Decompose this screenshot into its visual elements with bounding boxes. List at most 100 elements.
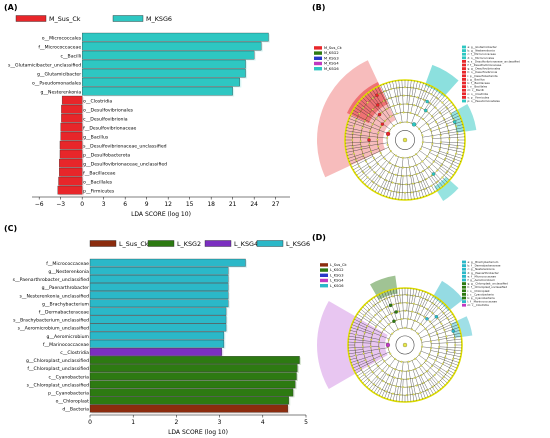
node-0-24 (354, 333, 357, 336)
branch-82 (381, 292, 399, 330)
node-1-6 (422, 382, 425, 384)
bar-10 (89, 339, 225, 348)
node-2-15 (370, 338, 373, 341)
branch-52 (350, 147, 389, 165)
node-1-25 (385, 306, 388, 308)
biomarker-node-2 (377, 112, 382, 117)
biomarker-node-6 (451, 329, 455, 333)
bar-label-18: d__Bacteria (62, 407, 89, 413)
node-4-4 (395, 154, 398, 157)
node-2-22 (404, 309, 407, 312)
branch-68 (350, 115, 365, 123)
node-0-30 (378, 300, 381, 303)
x-tick-label-3: 3 (102, 201, 106, 208)
node-0-9 (419, 391, 422, 394)
node-0-46 (455, 125, 457, 128)
branch-19 (419, 366, 437, 393)
node-1-14 (371, 371, 374, 374)
branch-79 (373, 297, 391, 324)
branch-117 (422, 130, 465, 138)
biomarker-node-6 (411, 122, 417, 127)
bar-13 (89, 364, 298, 372)
bar-6 (89, 307, 227, 316)
bar-label-9: c__Desulfovibrionia (83, 116, 128, 122)
node-1-37 (445, 124, 448, 127)
bar-1 (82, 41, 262, 51)
node-2-5 (414, 376, 416, 379)
branch-104 (422, 302, 444, 326)
bar-7 (61, 95, 83, 105)
node-2-24 (413, 104, 416, 107)
node-0-12 (398, 393, 401, 396)
taxa-swatch-7 (462, 285, 466, 289)
branch-39 (377, 164, 393, 194)
node-3-6 (394, 368, 397, 371)
bar-label-17: o__Chloroplast (56, 399, 90, 405)
branch-21 (420, 375, 432, 396)
biomarker-node-3 (375, 103, 380, 107)
branch-71 (357, 313, 377, 327)
bar-label-4: s__Nesterenkonia_unclassified (19, 293, 89, 299)
x-tick-label-4: 4 (261, 419, 265, 426)
node-1-4 (436, 169, 439, 172)
branch-103 (432, 93, 443, 106)
node-3-8 (383, 360, 386, 362)
bar-label-12: g__Chloroplast_unclassified (26, 358, 89, 364)
branch-4 (430, 350, 461, 358)
clade-highlight-3 (450, 316, 473, 339)
node-4-13 (418, 128, 421, 130)
node-3-8 (383, 157, 386, 160)
node-1-8 (412, 182, 415, 185)
taxa-swatch-14 (462, 96, 466, 99)
node-1-39 (448, 137, 451, 140)
node-0-34 (405, 293, 408, 296)
branch-80 (376, 295, 381, 302)
branch-71 (354, 107, 375, 121)
taxa-label-6: g: g__Chloroplast_unclassified (468, 282, 509, 286)
bar-0 (82, 32, 269, 42)
node-0-11 (405, 394, 408, 397)
branch-41 (372, 170, 386, 191)
node-1-26 (392, 303, 395, 306)
node-3-19 (419, 323, 422, 326)
taxa-label-3: d: g__Paenarthrobacter (468, 271, 500, 275)
biomarker-node-7 (423, 108, 428, 113)
node-2-29 (437, 339, 440, 342)
node-0-1 (453, 351, 456, 353)
level-ring-3 (378, 318, 432, 372)
branch-91 (406, 80, 409, 105)
taxa-swatch-13 (462, 92, 466, 96)
level-ring-1 (360, 95, 450, 185)
node-3-16 (400, 318, 403, 320)
branch-51 (351, 156, 374, 168)
branch-96 (415, 82, 424, 106)
node-1-18 (361, 345, 364, 348)
branch-98 (421, 292, 429, 307)
node-1-13 (376, 376, 379, 378)
node-1-10 (398, 183, 401, 186)
node-3-10 (378, 347, 380, 350)
node-2-4 (422, 170, 425, 173)
node-4-0 (418, 352, 421, 355)
node-3-5 (401, 166, 404, 169)
biomarker-node-0 (385, 342, 390, 348)
node-0-20 (356, 361, 359, 364)
branch-20 (431, 185, 436, 193)
node-2-7 (401, 174, 404, 177)
branch-12 (419, 150, 454, 176)
branch-112 (421, 115, 460, 133)
taxa-label-0: a: g__Glutamicibacter (468, 45, 498, 49)
bar-label-15: s__Chloroplast_unclassified (27, 382, 90, 388)
bar-label-12: s__Desulfovibrionaceae_unclassified (83, 143, 166, 149)
node-0-17 (371, 180, 374, 183)
branch-108 (439, 311, 452, 321)
node-0-5 (442, 376, 445, 379)
node-2-24 (417, 312, 420, 315)
node-1-15 (368, 166, 371, 169)
bar-label-1: g__Nesterenkonia (48, 269, 89, 275)
taxa-swatch-6 (462, 67, 466, 70)
branch-86 (392, 81, 398, 105)
node-4-10 (403, 326, 406, 329)
node-4-14 (421, 134, 424, 137)
branch-17 (416, 153, 443, 187)
